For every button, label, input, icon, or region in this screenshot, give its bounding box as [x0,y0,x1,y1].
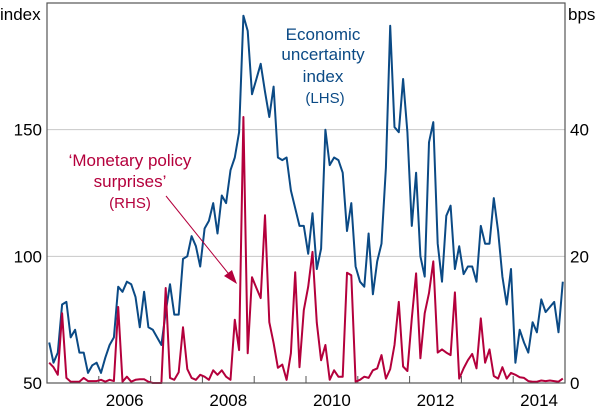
left-tick-label: 50 [23,374,42,393]
uncertainty-index-line [48,14,564,374]
right-tick-label: 20 [570,247,589,266]
right-axis-label: bps [568,5,595,24]
x-tick-label: 2008 [209,391,247,410]
x-tick-labels: 2006 2008 2010 2012 2014 [106,391,558,410]
x-tick-label: 2014 [520,391,558,410]
annotation-line: uncertainty [281,45,365,64]
annotation-line: ‘Monetary policy [69,151,192,170]
plot-frame [46,2,566,384]
annotation-line: index [303,67,344,86]
annotation-uncertainty: Economic uncertainty index (LHS) [281,25,365,107]
arrow-head [224,270,237,284]
left-tick-label: 100 [14,247,42,266]
arrow-shaft [165,195,233,279]
annotation-arrow [165,195,237,284]
x-tick-label: 2012 [417,391,455,410]
annotation-line: (LHS) [305,90,344,107]
annotation-surprises: ‘Monetary policy surprises’ (RHS) [69,151,192,212]
series-lines [48,14,564,384]
left-tick-label: 150 [14,121,42,140]
left-axis-label: index [0,5,41,24]
right-tick-label: 0 [570,374,579,393]
x-tick-label: 2010 [313,391,351,410]
right-tick-label: 40 [570,121,589,140]
annotation-line: Economic [286,25,361,44]
annotation-line: (RHS) [109,195,151,212]
x-tick-label: 2006 [106,391,144,410]
policy-surprises-line [48,116,564,384]
y-tick-labels: 50 100 150 0 20 40 [14,121,589,393]
annotation-line: surprises’ [94,172,167,191]
